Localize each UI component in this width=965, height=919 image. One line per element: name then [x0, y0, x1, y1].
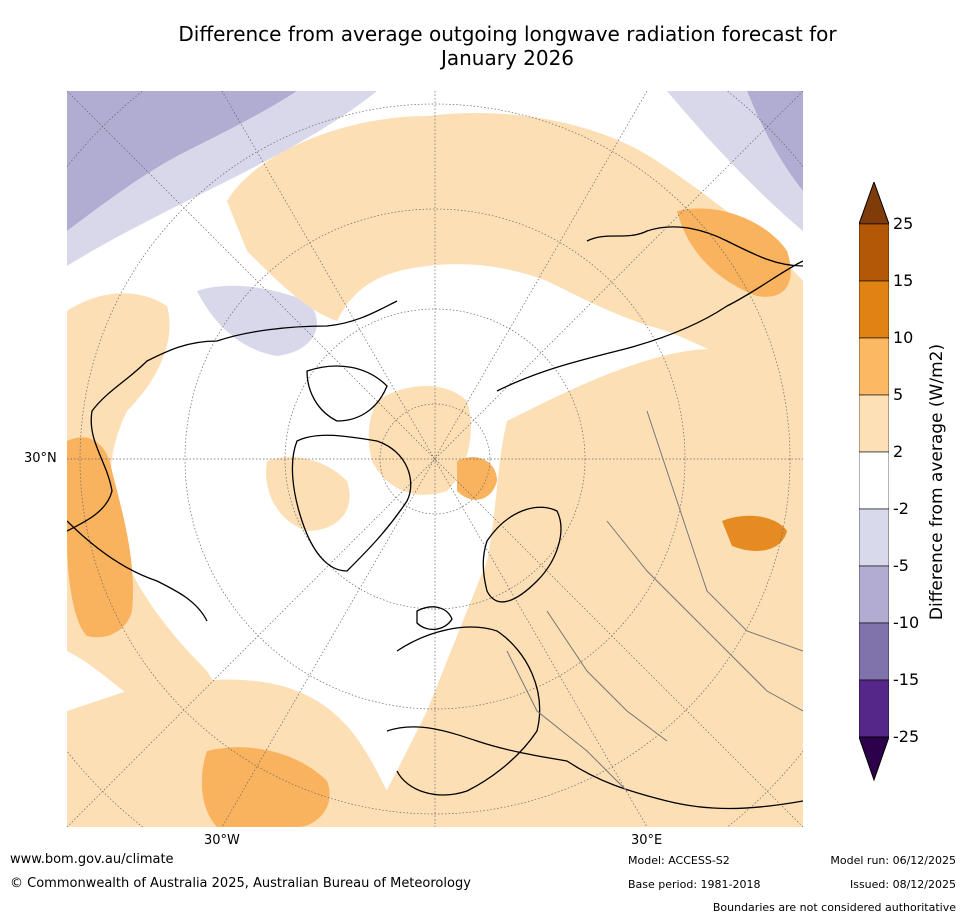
coastline-north-america-atlantic [67, 520, 208, 622]
footer-model: Model: ACCESS-S2 [628, 854, 730, 867]
latitude-label-30n: 30°N [24, 451, 57, 466]
colorbar-tick-10: 10 [893, 328, 914, 347]
latitude-circle-50 [79, 103, 791, 815]
title-line-1: Difference from average outgoing longwav… [178, 22, 837, 46]
coastline-greenland [291, 434, 412, 572]
border-asia-1 [606, 520, 803, 712]
colorbar-tick-5: 5 [893, 385, 904, 404]
colorbar-extend-bottom [859, 736, 889, 782]
colorbar-tick-2: 2 [893, 442, 904, 461]
coastline-scandinavia [482, 506, 562, 603]
colorbar-tick-25: 25 [893, 214, 914, 233]
colorbar-extend-top [859, 182, 889, 225]
coastline-iceland [416, 606, 453, 630]
colorbar-bin-neg2-neg5 [859, 508, 889, 567]
colorbar-bin-neg10-neg15 [859, 622, 889, 681]
coastline-siberia [496, 260, 803, 392]
colorbar-bin-2-5 [859, 394, 889, 453]
colorbar-tick-neg25: -25 [893, 727, 920, 746]
colorbar-bin-10-15 [859, 280, 889, 339]
positive-region-greenland-sea [266, 457, 350, 531]
negative-region-northwest [67, 91, 297, 231]
footer-copyright: © Commonwealth of Australia 2025, Austra… [10, 876, 471, 891]
footer-website[interactable]: www.bom.gov.au/climate [10, 852, 174, 867]
positive-region-arctic-centre [368, 386, 471, 495]
negative-region-northeast-weak [667, 91, 803, 231]
coastline-arctic-islands [306, 365, 388, 422]
polar-map [67, 91, 803, 827]
negative-region-northwest-weak [67, 91, 377, 266]
strong-positive-tibet [722, 515, 787, 551]
colorbar-tick-neg5: -5 [893, 556, 909, 575]
footer-disclaimer: Boundaries are not considered authoritat… [712, 901, 956, 914]
colorbar-tick-neg15: -15 [893, 670, 920, 689]
positive-region-eurasia [367, 349, 803, 827]
footer-model-run: Model run: 06/12/2025 [830, 854, 956, 867]
negative-region-alaska [197, 285, 317, 356]
border-asia-2 [646, 410, 803, 652]
longitude-label-30w: 30°W [204, 833, 240, 848]
graticule [67, 91, 803, 827]
positive-region-pacific-arctic [227, 113, 803, 391]
colorbar [859, 182, 889, 782]
colorbar-title: Difference from average (W/m2) [927, 343, 947, 621]
border-europe-2 [546, 610, 668, 742]
footer-issued: Issued: 08/12/2025 [849, 878, 956, 891]
colorbar-bin-neg5-neg10 [859, 565, 889, 624]
coastlines [67, 226, 803, 810]
moderate-positive-siberia [677, 208, 791, 297]
coastline-north-america-pacific [67, 300, 398, 532]
moderate-positive-barents [457, 457, 497, 500]
moderate-positive-pacific [67, 437, 133, 638]
colorbar-tick-15: 15 [893, 271, 914, 290]
coastline-asia-east [586, 226, 803, 267]
coastline-europe [396, 626, 541, 796]
colorbar-bin-neg15-neg25 [859, 679, 889, 738]
country-borders [506, 410, 803, 792]
border-europe-1 [506, 650, 628, 792]
colorbar-bin-5-10 [859, 337, 889, 396]
footer-base-period: Base period: 1981-2018 [628, 878, 761, 891]
meridian-30e [221, 91, 648, 827]
title-line-2: January 2026 [440, 46, 575, 70]
latitude-circle-60 [184, 208, 686, 710]
colorbar-tick-neg10: -10 [893, 613, 920, 632]
longitude-label-30e: 30°E [631, 833, 663, 848]
colorbar-bin-15-25 [859, 223, 889, 282]
colorbar-bin-neutral [859, 451, 889, 510]
negative-region-northeast [747, 91, 803, 191]
colorbar-tick-neg2: -2 [893, 499, 909, 518]
coastline-mediterranean [386, 726, 803, 810]
chart-title: Difference from average outgoing longwav… [140, 22, 875, 70]
